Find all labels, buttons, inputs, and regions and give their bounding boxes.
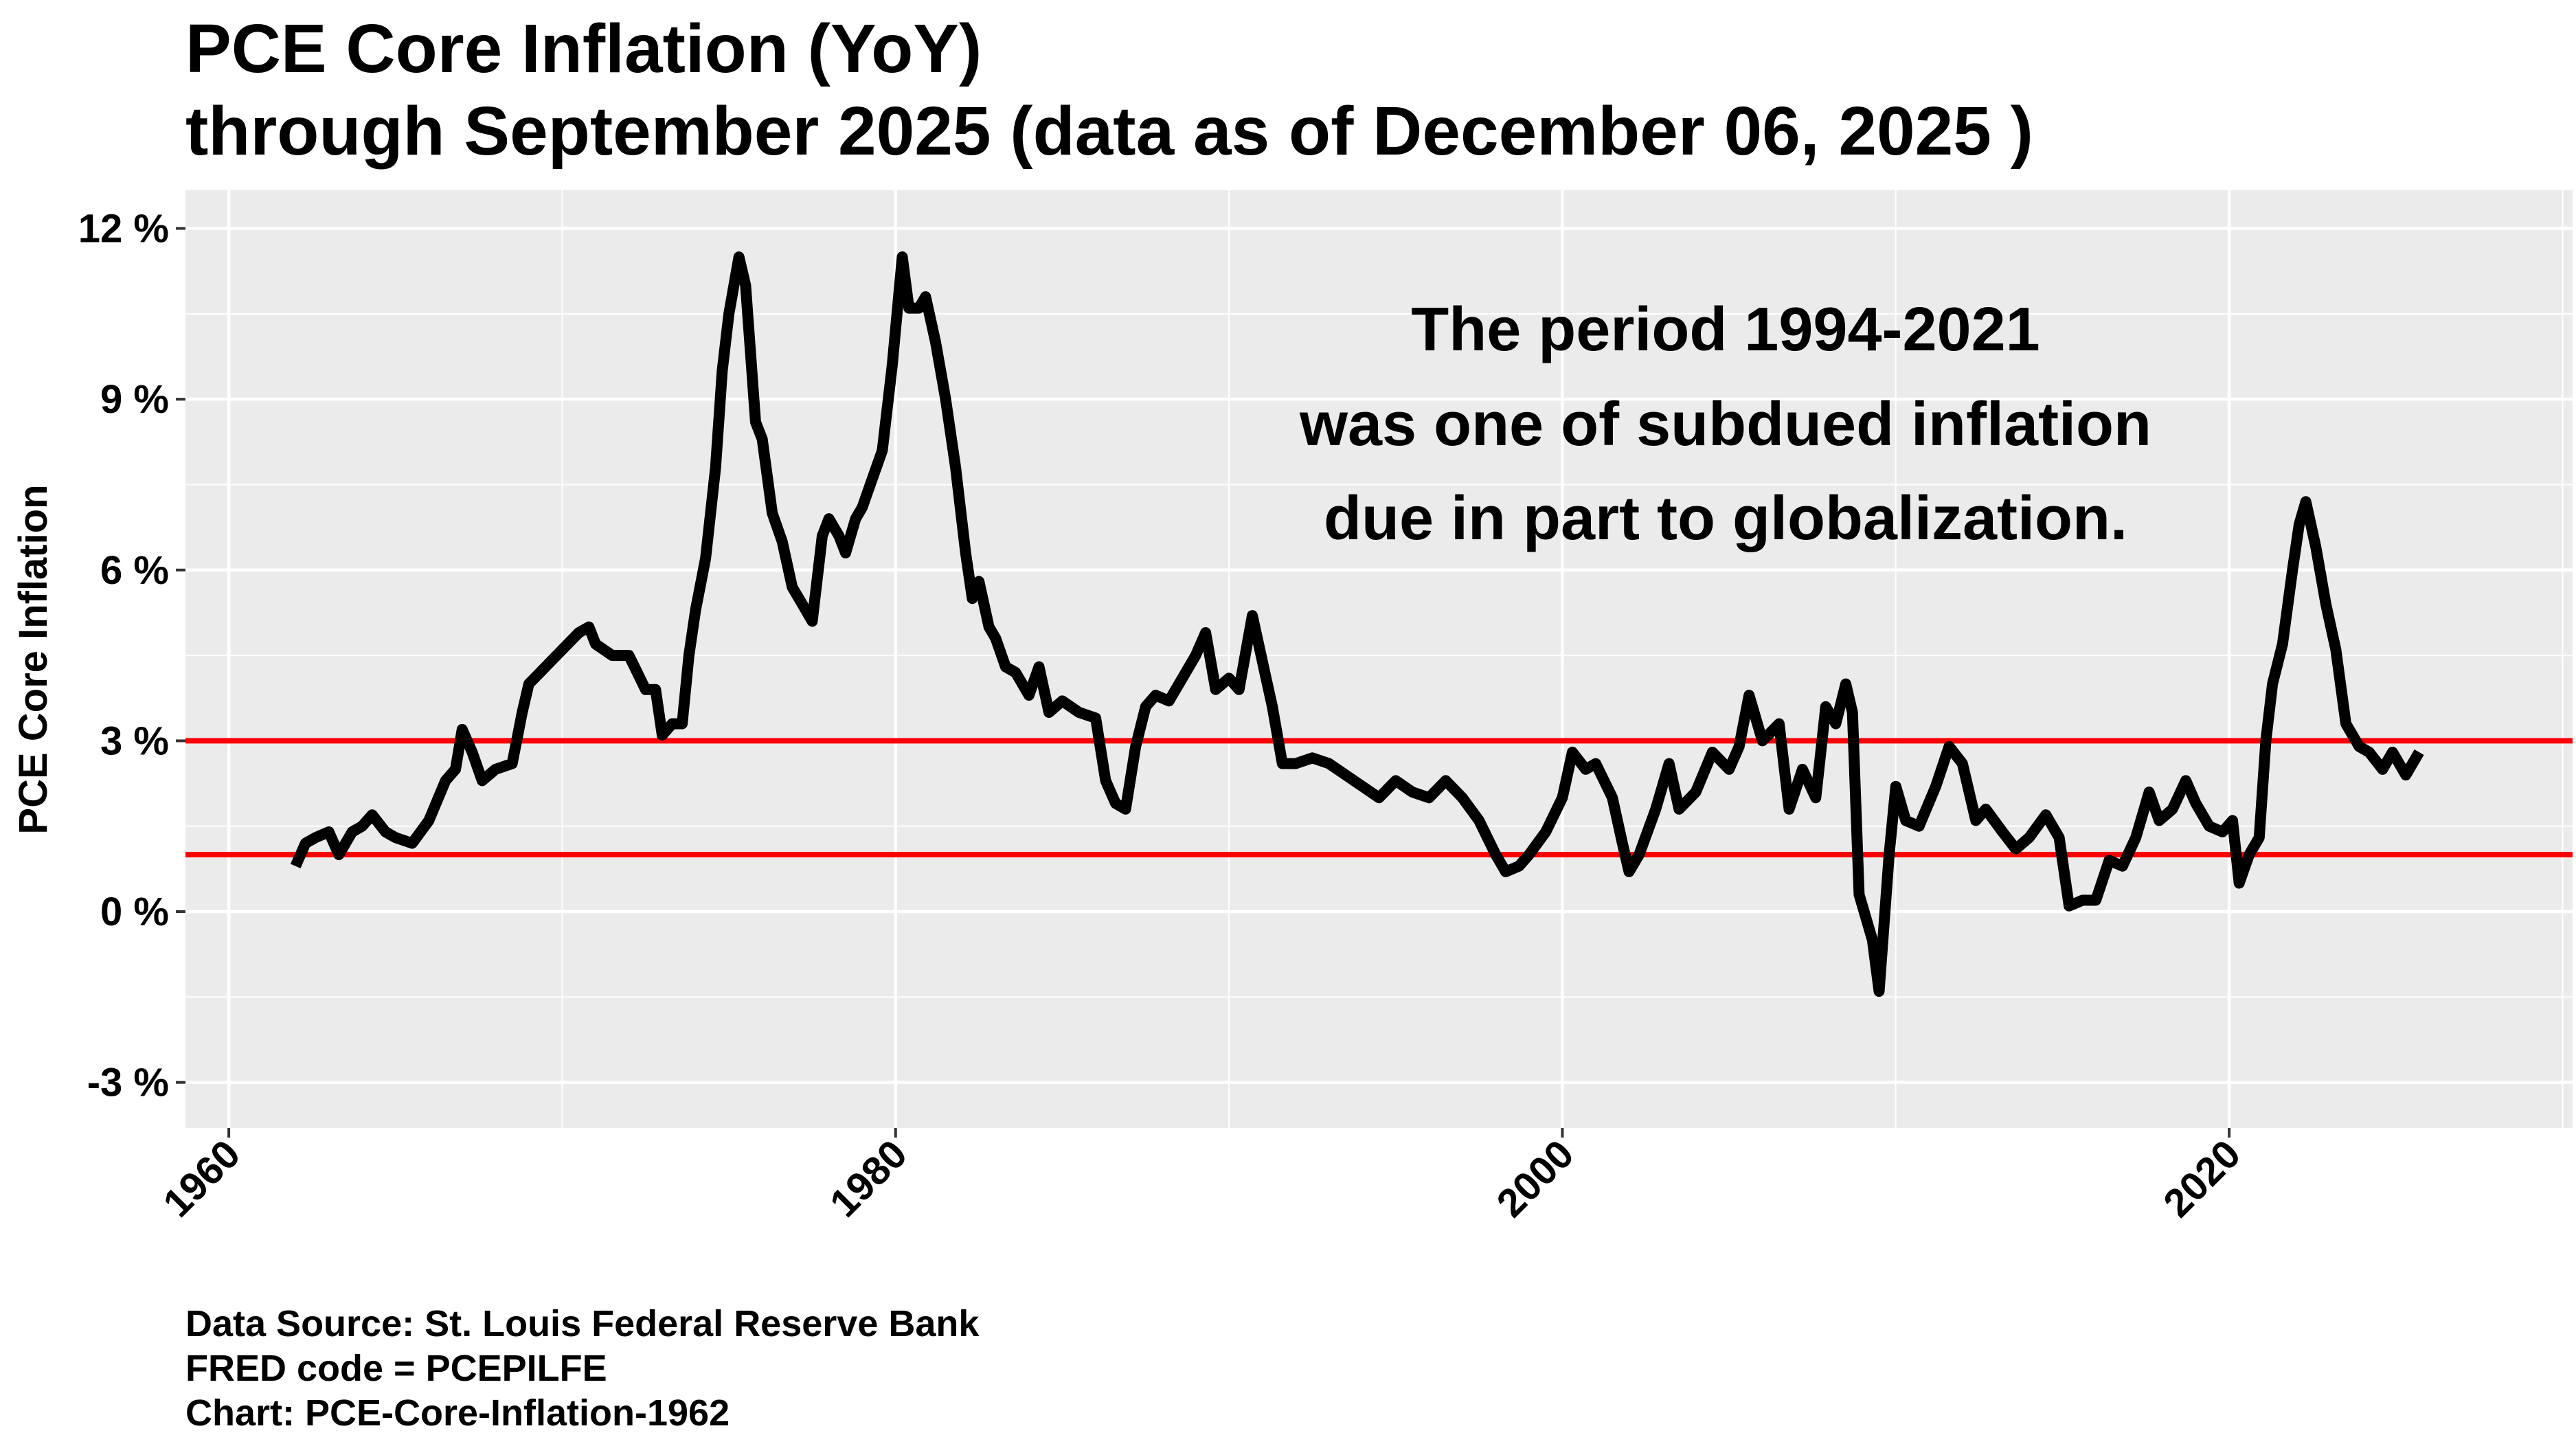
chart-subtitle: through September 2025 (data as of Decem… [185, 93, 2033, 170]
x-tick-label: 2000 [1488, 1131, 1582, 1225]
annotation: The period 1994-2021 was one of subdued … [1299, 295, 2151, 553]
reference-lines [185, 738, 2573, 858]
annotation-line-3: due in part to globalization. [1324, 484, 2127, 553]
y-tick-label: 0 % [100, 890, 169, 934]
y-tick-label: -3 % [87, 1061, 169, 1105]
x-axis: 1960 1980 2000 2020 [155, 1128, 2249, 1225]
y-tick-label: 6 % [100, 548, 169, 593]
series-line [290, 251, 2424, 997]
y-tick-label: 3 % [100, 719, 169, 763]
footer-fred-code: FRED code = PCEPILFE [185, 1348, 607, 1389]
y-tick-label: 12 % [78, 207, 169, 251]
chart-title: PCE Core Inflation (YoY) [185, 10, 982, 87]
y-axis-label: PCE Core Inflation [11, 484, 56, 834]
x-tick-label: 2020 [2155, 1131, 2249, 1225]
footer-chart-name: Chart: PCE-Core-Inflation-1962 [185, 1392, 730, 1434]
footer-source: Data Source: St. Louis Federal Reserve B… [185, 1303, 980, 1344]
x-tick-label: 1960 [155, 1131, 249, 1225]
plot-panel [185, 190, 2573, 1128]
x-tick-label: 1980 [822, 1131, 916, 1225]
y-axis: -3 % 0 % 3 % 6 % 9 % 12 % [78, 207, 185, 1105]
y-tick-label: 9 % [100, 377, 169, 422]
annotation-line-1: The period 1994-2021 [1411, 295, 2040, 364]
annotation-line-2: was one of subdued inflation [1299, 390, 2151, 459]
